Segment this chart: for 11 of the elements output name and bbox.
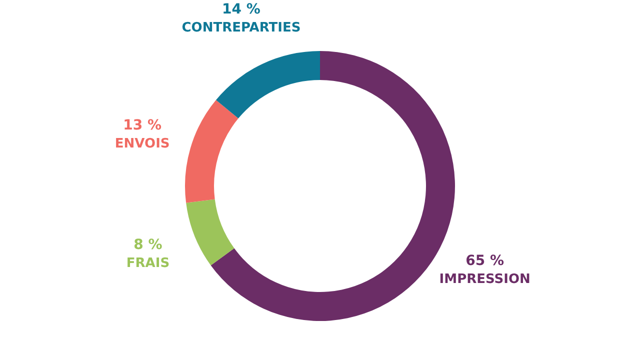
data-label: 13 % (123, 117, 162, 134)
donut-slice (185, 100, 238, 203)
data-label: 8 % (134, 237, 162, 254)
slice-label: FRAIS (126, 256, 170, 272)
donut-slice (186, 199, 234, 266)
slice-label: IMPRESSION (439, 272, 530, 287)
slice-label: ENVOIS (114, 136, 170, 152)
donut-slice (216, 51, 320, 118)
data-label: 14 % (222, 2, 260, 18)
slice-label: CONTREPARTIES (182, 20, 301, 36)
data-label: 65 % (466, 252, 504, 269)
